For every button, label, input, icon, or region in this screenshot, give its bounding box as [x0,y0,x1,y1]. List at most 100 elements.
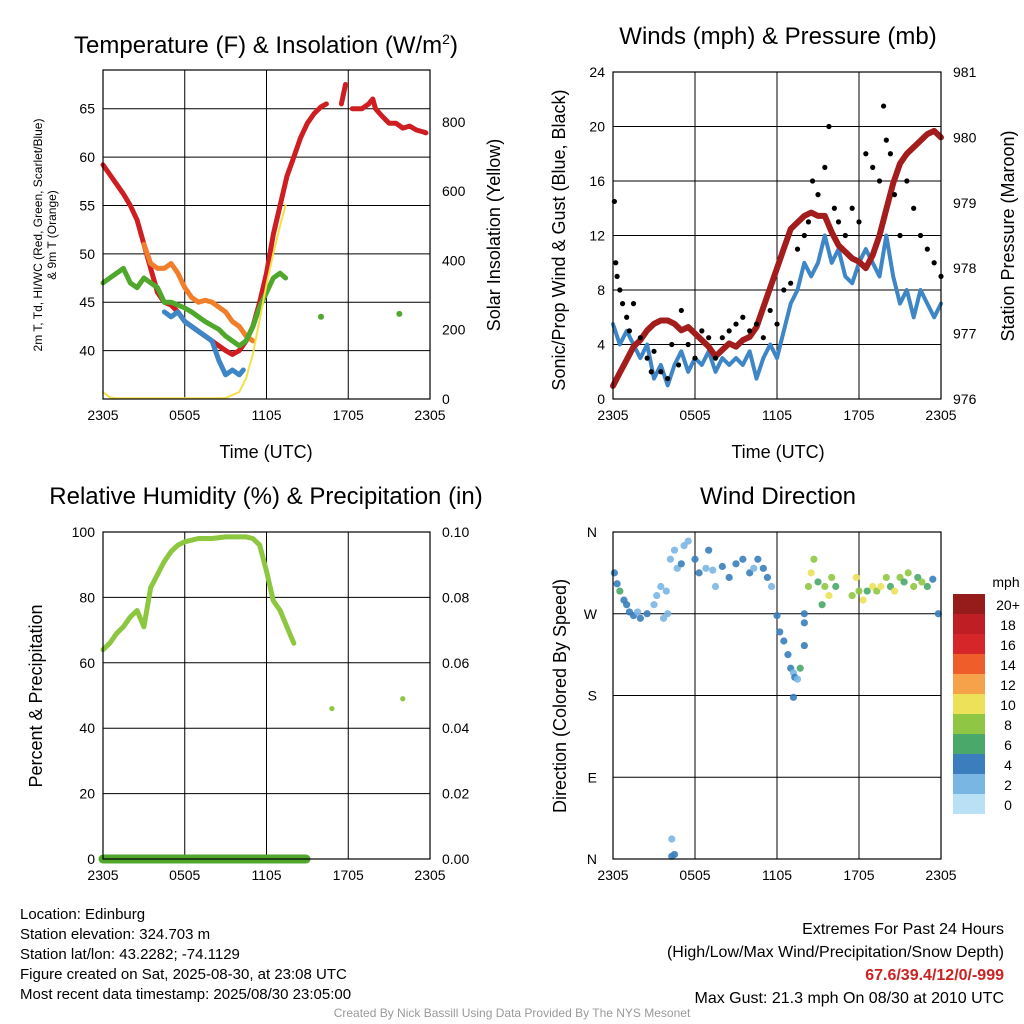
x-tick-label: 2305 [597,867,628,883]
colorbar-label: 6 [1004,737,1012,753]
x-tick-label: 1105 [251,867,281,883]
y2-tick-label: 0.00 [442,851,469,867]
colorbar-swatch [953,714,985,734]
colorbar-label: 12 [1000,677,1016,693]
y2-tick-label: 0.08 [442,589,469,605]
temperature-title: Temperature (F) & Insolation (W/m2) [74,31,458,59]
gust-point [692,355,698,361]
direction-point [825,591,833,600]
gust-point [835,219,842,225]
gust-point [676,362,682,368]
direction-point [670,546,679,554]
x-tick-label: 2305 [87,407,118,423]
wind-direction-panel: Wind Direction 2305 0505 1105 1705 2305NWSEN… [550,483,1020,883]
gust-point [648,369,654,375]
direction-point [918,578,926,586]
direction-point [657,582,665,591]
humidity-line [100,534,297,653]
colorbar-label: 2 [1004,777,1012,793]
y-tick-label: 50 [79,246,95,262]
x-tick-label: 1705 [843,407,874,423]
direction-point [848,591,856,600]
y-tick-label: 0 [597,391,605,407]
y2-tick-label: 978 [953,260,977,276]
direction-point [677,560,685,568]
gust-point [887,151,894,157]
gust-point [733,321,739,327]
y-tick-label: 20 [589,119,605,135]
direction-point [890,587,899,595]
direction-point [784,651,792,659]
gust-point [911,205,917,211]
direction-point [859,596,867,604]
gust-point [619,301,626,307]
winds-title: Winds (mph) & Pressure (mb) [619,23,936,50]
winds-plot-frame [612,71,942,400]
gust-point [747,328,753,334]
gust-point [883,137,889,143]
gust-point [613,260,619,266]
y2-tick-label: 0.06 [442,655,469,671]
direction-point [810,555,818,563]
wind-direction-title: Wind Direction [700,483,856,510]
direction-point [636,614,644,622]
direction-point [623,601,631,609]
temperature-point [318,313,324,320]
colorbar-swatch [953,734,985,754]
humidity-plot-frame [102,531,431,860]
y-tick-label: 55 [79,197,95,213]
gust-point [658,369,664,375]
direction-point [828,573,836,582]
colorbar-swatch [953,674,985,694]
extremes-title: Extremes For Past 24 Hours [802,921,1004,938]
gust-point [931,260,937,266]
direction-point [814,578,822,586]
direction-point [780,637,788,645]
direction-point [725,573,733,582]
direction-point [796,664,804,672]
direction-tick-label: N [587,524,597,540]
humidity-panel: Relative Humidity (%) & Precipitation (i… [26,483,483,883]
direction-point [653,591,661,600]
colorbar-label: 4 [1004,757,1012,773]
colorbar-swatch [953,774,985,794]
direction-point [923,582,931,591]
winds-ylabel: Sonic/Prop Wind & Gust (Blue, Black) [549,89,569,390]
y-tick-label: 60 [79,655,95,671]
direction-point [763,573,772,582]
direction-point [616,587,624,595]
temperature-ylabel-line2: & 9m T (Orange) [45,190,59,280]
direction-point [691,555,699,563]
direction-point [750,564,758,572]
gust-point [712,355,719,361]
x-tick-label: 2305 [87,867,118,883]
colorbar-label: 0 [1004,797,1012,813]
temperature-panel: Temperature (F) & Insolation (W/m2) 2305… [31,31,504,462]
direction-tick-label: N [587,851,597,867]
direction-point [668,835,676,843]
colorbar-swatch [953,694,985,714]
colorbar-label: 14 [1000,657,1016,673]
y2-tick-label: 200 [442,322,466,338]
extremes-box: Extremes For Past 24 Hours (High/Low/Max… [667,918,1004,1010]
humidity-point [400,696,406,702]
colorbar-label: 18 [1000,617,1016,633]
colorbar-swatch [953,794,985,814]
winds-panel: Winds (mph) & Pressure (mb) 2305 0505 1105… [549,23,1018,462]
y2-tick-label: 976 [953,391,977,407]
gust-point [924,246,930,252]
direction-point [904,569,912,577]
x-tick-label: 1705 [333,867,364,883]
direction-point [711,582,720,591]
gust-point [856,219,862,225]
gust-point [891,192,898,198]
x-tick-label: 2305 [597,407,628,423]
gust-point [881,103,887,109]
pressure-ylabel: Station Pressure (Maroon) [998,130,1018,341]
location-text: Location: Edinburg [20,906,146,923]
direction-point [759,564,767,572]
speed-colorbar: 20+ 18 16 14 12 10 8 6 4 2 0 [953,594,1020,814]
gust-point [706,335,712,341]
x-tick-label: 0505 [679,867,710,883]
y2-tick-label: 0.04 [442,720,469,736]
